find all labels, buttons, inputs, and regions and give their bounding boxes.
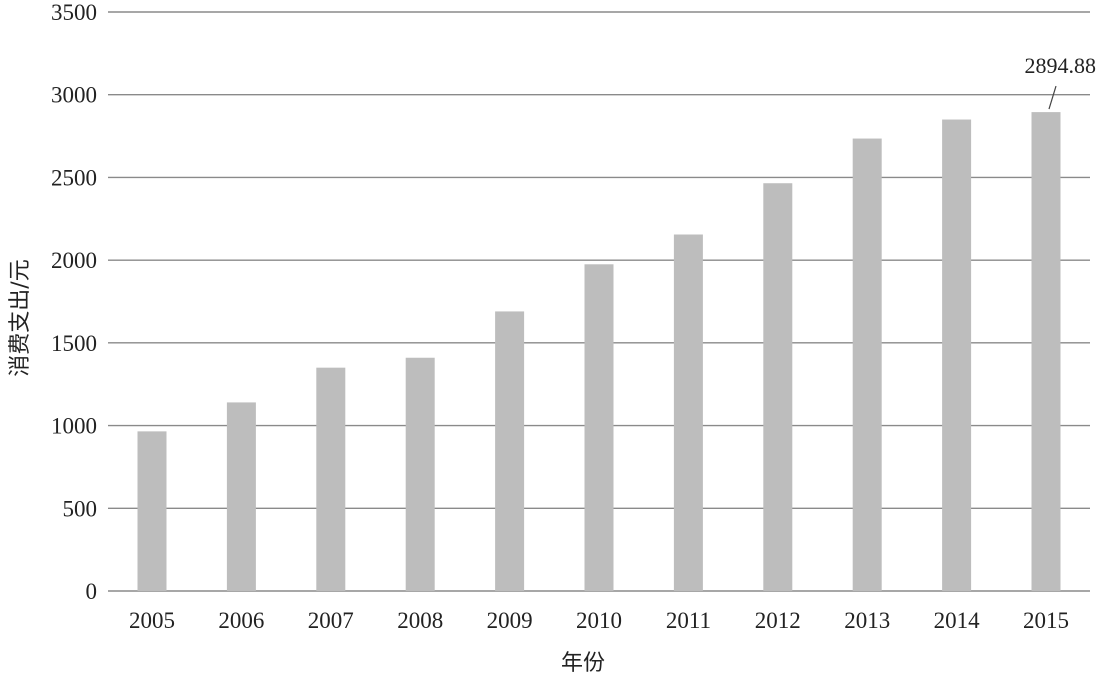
y-tick-label: 1000 [51,414,97,439]
bar-2011 [673,234,703,591]
y-tick-label: 0 [86,579,98,604]
bar-2008 [405,357,435,591]
data-label-2015: 2894.88 [1025,53,1097,78]
bar-2009 [495,311,525,591]
x-tick-label: 2006 [218,608,264,633]
x-tick-label: 2010 [576,608,622,633]
y-axis-title: 消费支出/元 [8,259,33,376]
y-tick-label: 2000 [51,248,97,273]
x-tick-label: 2011 [666,608,711,633]
bar-2012 [763,183,793,591]
bar-2014 [942,119,972,592]
y-tick-labels: 0 500 1000 1500 2000 2500 3000 3500 [51,0,97,604]
bar-2013 [852,138,882,591]
bar-2010 [584,264,614,591]
x-tick-label: 2012 [755,608,801,633]
x-tick-label: 2005 [129,608,175,633]
x-tick-label: 2007 [308,608,354,633]
x-tick-label: 2013 [844,608,890,633]
annotation: 2894.88 [1025,53,1097,110]
bar-2015 [1031,112,1061,592]
x-tick-labels: 2005 2006 2007 2008 2009 2010 2011 2012 2013 2014… [129,608,1069,633]
x-axis-title: 年份 [561,651,605,676]
x-tick-label: 2015 [1023,608,1069,633]
bar-2006 [226,402,256,591]
x-tick-label: 2014 [934,608,981,633]
bar-2005 [137,431,167,591]
y-tick-label: 3500 [51,0,97,25]
y-tick-label: 3000 [51,83,97,108]
bar-2007 [316,367,346,591]
x-tick-label: 2009 [487,608,533,633]
y-tick-label: 2500 [51,165,97,190]
y-tick-label: 500 [63,496,98,521]
bars [137,112,1061,592]
annotation-leader-line [1048,85,1057,110]
x-tick-label: 2008 [397,608,443,633]
y-tick-label: 1500 [51,331,97,356]
